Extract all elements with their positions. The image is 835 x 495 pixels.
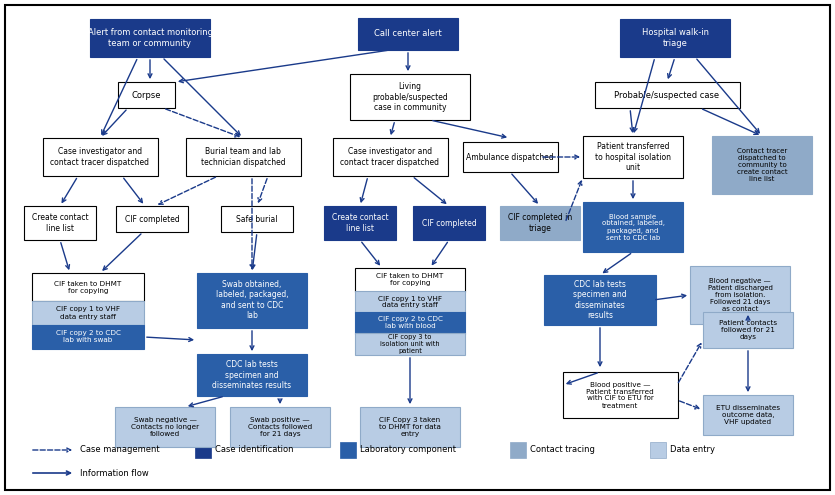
Text: CIF copy 1 to VHF
data entry staff: CIF copy 1 to VHF data entry staff — [56, 306, 120, 319]
Text: Information flow: Information flow — [80, 468, 149, 478]
FancyBboxPatch shape — [115, 407, 215, 447]
Text: Case investigator and
contact tracer dispatched: Case investigator and contact tracer dis… — [341, 148, 439, 167]
Text: Case management: Case management — [80, 446, 159, 454]
Text: Ambulance dispatched: Ambulance dispatched — [466, 152, 554, 161]
FancyBboxPatch shape — [230, 407, 330, 447]
Text: Blood sample
obtained, labeled,
packaged, and
sent to CDC lab: Blood sample obtained, labeled, packaged… — [601, 213, 665, 241]
Text: Blood negative —
Patient discharged
from isolation.
Followed 21 days
as contact: Blood negative — Patient discharged from… — [707, 278, 772, 312]
Text: Create contact
line list: Create contact line list — [32, 213, 89, 233]
Text: CIF copy 1 to VHF
data entry staff: CIF copy 1 to VHF data entry staff — [378, 296, 442, 308]
FancyBboxPatch shape — [355, 312, 465, 334]
Text: Safe burial: Safe burial — [236, 214, 278, 224]
FancyBboxPatch shape — [703, 395, 793, 435]
FancyBboxPatch shape — [32, 301, 144, 325]
FancyBboxPatch shape — [90, 19, 210, 57]
FancyBboxPatch shape — [43, 138, 158, 176]
Text: Blood positive —
Patient transferred
with CIF to ETU for
treatment: Blood positive — Patient transferred wit… — [586, 382, 654, 408]
Text: CIF copy 3 to
isolation unit with
patient: CIF copy 3 to isolation unit with patien… — [380, 334, 440, 354]
FancyBboxPatch shape — [413, 206, 485, 240]
Text: Call center alert: Call center alert — [374, 30, 442, 39]
Text: Laboratory component: Laboratory component — [360, 446, 456, 454]
FancyBboxPatch shape — [712, 136, 812, 194]
Text: Patient contacts
followed for 21
days: Patient contacts followed for 21 days — [719, 320, 777, 340]
FancyBboxPatch shape — [195, 442, 211, 458]
FancyBboxPatch shape — [620, 19, 730, 57]
Text: CIF copy 2 to CDC
lab with swab: CIF copy 2 to CDC lab with swab — [55, 331, 120, 344]
Text: Hospital walk-in
triage: Hospital walk-in triage — [641, 28, 709, 48]
FancyBboxPatch shape — [544, 275, 656, 325]
FancyBboxPatch shape — [703, 312, 793, 348]
FancyBboxPatch shape — [500, 206, 580, 240]
Text: CDC lab tests
specimen and
disseminates results: CDC lab tests specimen and disseminates … — [212, 360, 291, 390]
FancyBboxPatch shape — [340, 442, 356, 458]
Text: Corpse: Corpse — [131, 91, 161, 99]
Text: CIF completed: CIF completed — [422, 218, 477, 228]
FancyBboxPatch shape — [358, 18, 458, 50]
Text: Swab obtained,
labeled, packaged,
and sent to CDC
lab: Swab obtained, labeled, packaged, and se… — [215, 280, 288, 320]
Text: Swab positive —
Contacts followed
for 21 days: Swab positive — Contacts followed for 21… — [248, 417, 312, 437]
FancyBboxPatch shape — [24, 206, 96, 240]
FancyBboxPatch shape — [197, 354, 307, 396]
Text: CIF completed: CIF completed — [124, 214, 180, 224]
Text: Probable/suspected case: Probable/suspected case — [615, 91, 720, 99]
Text: Case identification: Case identification — [215, 446, 293, 454]
FancyBboxPatch shape — [32, 325, 144, 349]
FancyBboxPatch shape — [118, 82, 175, 108]
Text: Data entry: Data entry — [670, 446, 715, 454]
FancyBboxPatch shape — [463, 142, 558, 172]
FancyBboxPatch shape — [116, 206, 188, 232]
FancyBboxPatch shape — [332, 138, 448, 176]
Text: Living
probable/suspected
case in community: Living probable/suspected case in commun… — [372, 82, 448, 112]
FancyBboxPatch shape — [355, 291, 465, 313]
FancyBboxPatch shape — [563, 372, 677, 418]
Text: CIF copy 2 to CDC
lab with blood: CIF copy 2 to CDC lab with blood — [377, 316, 443, 330]
FancyBboxPatch shape — [583, 136, 683, 178]
FancyBboxPatch shape — [355, 268, 465, 292]
FancyBboxPatch shape — [350, 74, 470, 120]
FancyBboxPatch shape — [595, 82, 740, 108]
Text: CIF taken to DHMT
for copying: CIF taken to DHMT for copying — [54, 281, 122, 294]
FancyBboxPatch shape — [583, 202, 683, 252]
FancyBboxPatch shape — [324, 206, 396, 240]
Text: ETU disseminates
outcome data,
VHF updated: ETU disseminates outcome data, VHF updat… — [716, 405, 780, 425]
Text: CDC lab tests
specimen and
disseminates
results: CDC lab tests specimen and disseminates … — [573, 280, 627, 320]
Text: Contact tracer
dispatched to
community to
create contact
line list: Contact tracer dispatched to community t… — [736, 148, 787, 182]
Text: CIF taken to DHMT
for copying: CIF taken to DHMT for copying — [377, 274, 443, 287]
FancyBboxPatch shape — [650, 442, 666, 458]
FancyBboxPatch shape — [355, 333, 465, 355]
Text: Patient transferred
to hospital isolation
unit: Patient transferred to hospital isolatio… — [595, 142, 671, 172]
FancyBboxPatch shape — [510, 442, 526, 458]
FancyBboxPatch shape — [185, 138, 301, 176]
FancyBboxPatch shape — [690, 266, 790, 324]
Text: CIF completed in
triage: CIF completed in triage — [508, 213, 572, 233]
FancyBboxPatch shape — [360, 407, 460, 447]
Text: Swab negative —
Contacts no longer
followed: Swab negative — Contacts no longer follo… — [131, 417, 199, 437]
Text: CIF Copy 3 taken
to DHMT for data
entry: CIF Copy 3 taken to DHMT for data entry — [379, 417, 441, 437]
Text: Alert from contact monitoring
team or community: Alert from contact monitoring team or co… — [88, 28, 212, 48]
FancyBboxPatch shape — [221, 206, 293, 232]
Text: Case investigator and
contact tracer dispatched: Case investigator and contact tracer dis… — [50, 148, 149, 167]
Text: Create contact
line list: Create contact line list — [331, 213, 388, 233]
FancyBboxPatch shape — [32, 273, 144, 301]
Text: Contact tracing: Contact tracing — [530, 446, 595, 454]
Text: Burial team and lab
technician dispatched: Burial team and lab technician dispatche… — [200, 148, 286, 167]
FancyBboxPatch shape — [197, 273, 307, 328]
